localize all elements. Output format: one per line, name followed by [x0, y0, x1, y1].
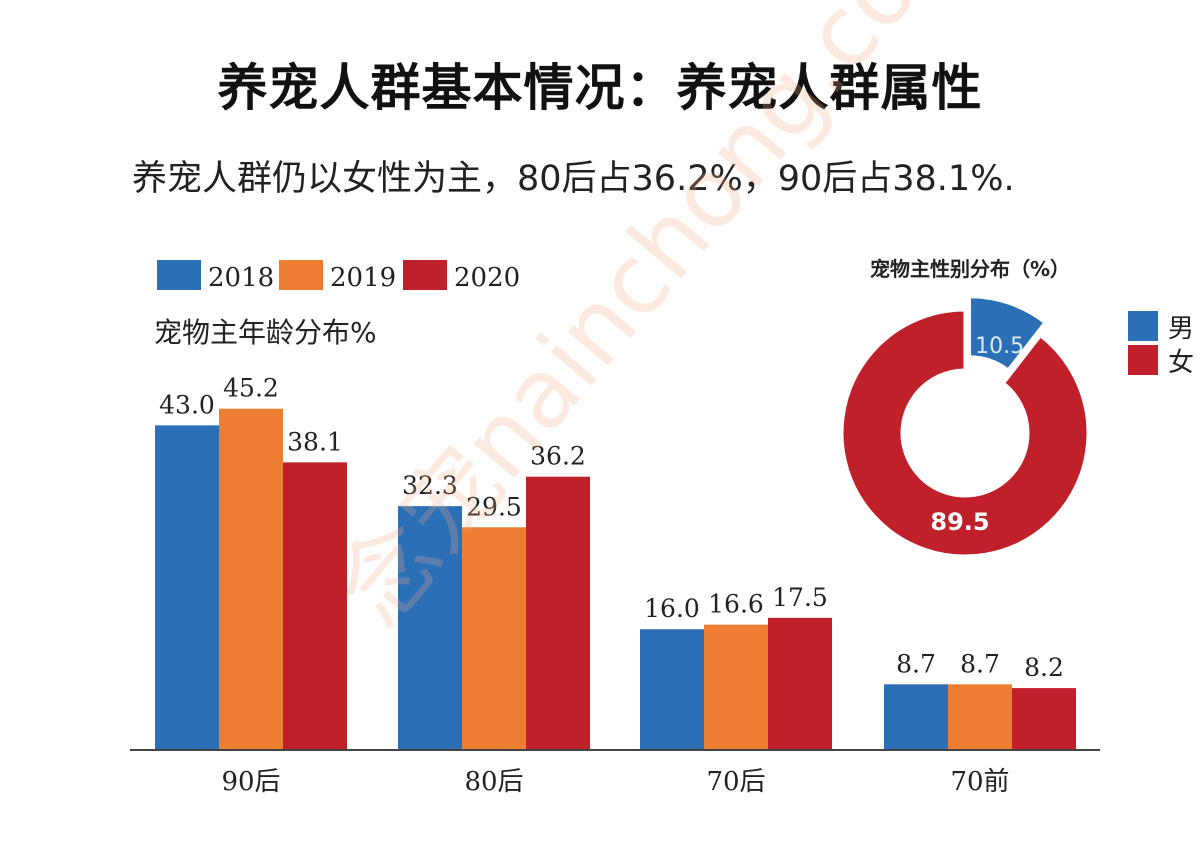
data-label-90后-2019: 45.2: [223, 374, 279, 403]
data-label-70前-2019: 8.7: [960, 649, 1000, 678]
data-label-70后-2019: 16.6: [708, 590, 764, 619]
bar-70后-2018: [640, 629, 704, 750]
bar-70前-2020: [1012, 688, 1076, 750]
bar-80后-2019: [462, 527, 526, 750]
donut-chart: 10.5 89.5: [840, 295, 1090, 558]
x-axis-labels: 90后 80后 70后 70前: [221, 767, 1009, 797]
bar-90后-2018: [155, 425, 219, 750]
bar-90后-2019: [219, 408, 283, 750]
bar-group: 43.0 45.2 38.1 32.3 29.5 36.2 16.0 16.6 17.5 8.7 8…: [155, 374, 1076, 750]
bar-80后-2018: [398, 506, 462, 750]
pie-legend-swatch-male: [1128, 311, 1158, 341]
x-tick-label-70前: 70前: [950, 767, 1009, 797]
data-label-70前-2020: 8.2: [1024, 653, 1064, 682]
data-label-80后-2020: 36.2: [530, 442, 586, 471]
page-subtitle: 养宠人群仍以女性为主，80后占36.2%，90后占38.1%.: [132, 159, 1015, 199]
data-label-80后-2019: 29.5: [466, 492, 522, 521]
donut-label-男: 10.5: [975, 334, 1024, 359]
bar-70后-2020: [768, 617, 832, 750]
pie-legend-swatch-female: [1128, 345, 1158, 375]
data-label-70后-2018: 16.0: [644, 594, 700, 623]
bar-chart-title: 宠物主年龄分布%: [154, 316, 377, 349]
pie-legend-label-female: 女: [1168, 347, 1195, 378]
donut-label-女: 89.5: [930, 508, 989, 536]
pie-legend-female: 女: [1128, 340, 1200, 380]
pie-legend-male: 男: [1128, 306, 1200, 346]
page-title: 养宠人群基本情况：养宠人群属性: [217, 59, 983, 117]
legend-label-2019: 2019: [330, 263, 396, 293]
donut-slice-男: [968, 295, 1048, 373]
legend-label-2020: 2020: [454, 263, 520, 293]
data-label-90后-2020: 38.1: [287, 427, 343, 456]
legend-swatch-2019: [279, 260, 323, 290]
bar-legend: 2018 2019 2020: [157, 260, 520, 293]
legend-label-2018: 2018: [208, 263, 274, 293]
data-label-70前-2018: 8.7: [896, 649, 936, 678]
data-label-90后-2018: 43.0: [159, 390, 215, 419]
donut-slice-女: [840, 308, 1090, 558]
x-tick-label-70后: 70后: [706, 767, 765, 797]
bar-70后-2019: [704, 624, 768, 750]
x-tick-label-80后: 80后: [464, 767, 523, 797]
data-label-70后-2020: 17.5: [772, 583, 828, 612]
x-tick-label-90后: 90后: [221, 767, 280, 797]
bar-70前-2019: [948, 684, 1012, 750]
bar-80后-2020: [526, 476, 590, 750]
pie-chart-title: 宠物主性别分布（%）: [870, 257, 1070, 281]
pie-legend-label-male: 男: [1168, 313, 1195, 344]
legend-swatch-2020: [403, 260, 447, 290]
data-label-80后-2018: 32.3: [402, 471, 458, 500]
bar-90后-2020: [283, 462, 347, 750]
legend-swatch-2018: [157, 260, 201, 290]
bar-70前-2018: [884, 684, 948, 750]
